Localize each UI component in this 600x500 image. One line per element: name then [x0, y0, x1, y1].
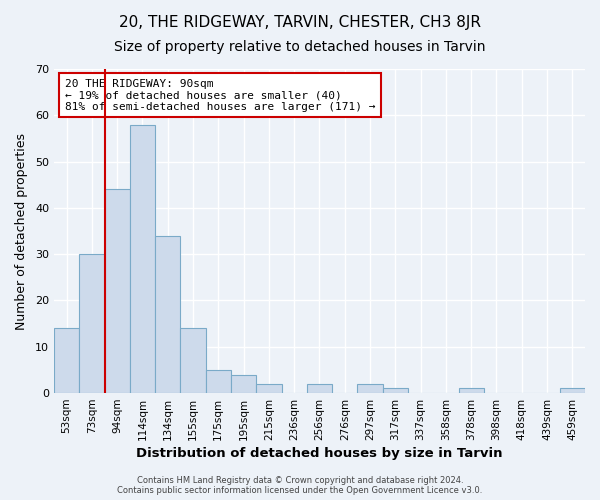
Bar: [155, 236, 181, 393]
Text: 20 THE RIDGEWAY: 90sqm
← 19% of detached houses are smaller (40)
81% of semi-det: 20 THE RIDGEWAY: 90sqm ← 19% of detached…: [65, 78, 375, 112]
Bar: [231, 374, 256, 393]
Bar: [358, 384, 383, 393]
Bar: [181, 328, 206, 393]
Bar: [104, 190, 130, 393]
Text: Contains HM Land Registry data © Crown copyright and database right 2024.
Contai: Contains HM Land Registry data © Crown c…: [118, 476, 482, 495]
Bar: [383, 388, 408, 393]
X-axis label: Distribution of detached houses by size in Tarvin: Distribution of detached houses by size …: [136, 447, 503, 460]
Text: 20, THE RIDGEWAY, TARVIN, CHESTER, CH3 8JR: 20, THE RIDGEWAY, TARVIN, CHESTER, CH3 8…: [119, 15, 481, 30]
Bar: [54, 328, 79, 393]
Bar: [256, 384, 281, 393]
Bar: [307, 384, 332, 393]
Text: Size of property relative to detached houses in Tarvin: Size of property relative to detached ho…: [114, 40, 486, 54]
Bar: [79, 254, 104, 393]
Bar: [130, 124, 155, 393]
Bar: [560, 388, 585, 393]
Y-axis label: Number of detached properties: Number of detached properties: [15, 132, 28, 330]
Bar: [206, 370, 231, 393]
Bar: [458, 388, 484, 393]
